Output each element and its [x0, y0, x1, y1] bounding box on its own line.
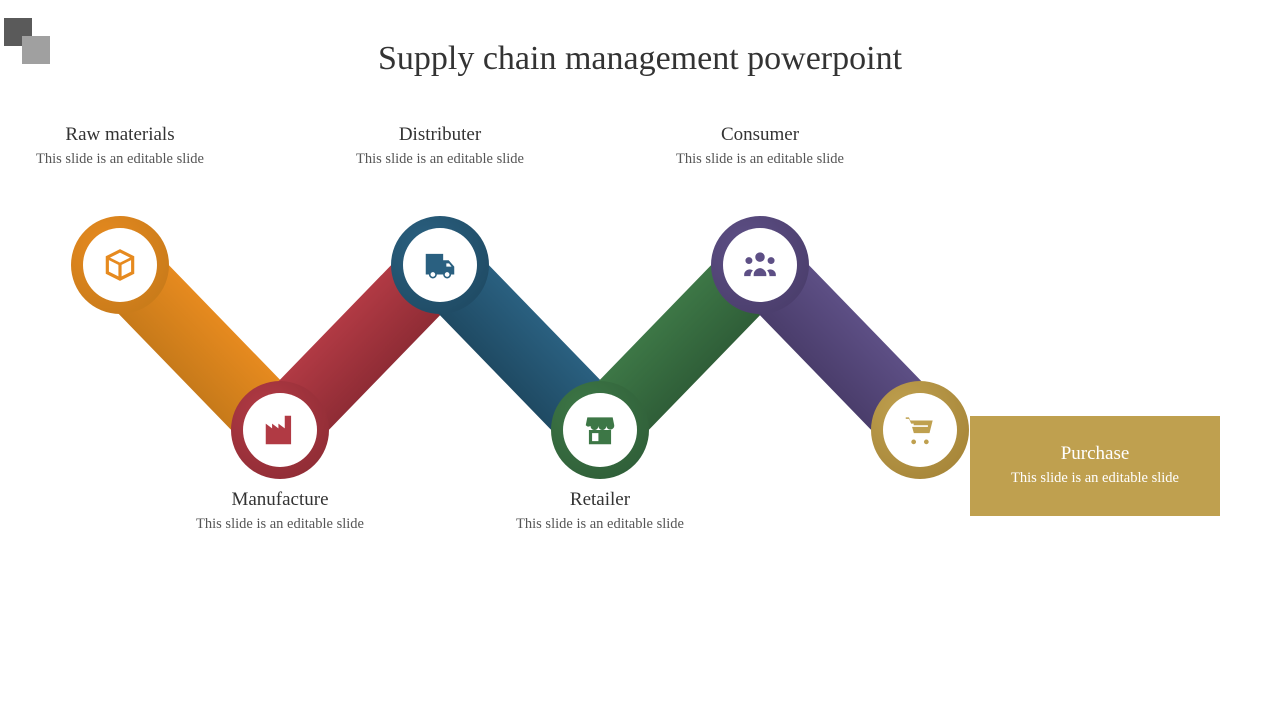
- step-desc: This slide is an editable slide: [350, 150, 530, 170]
- step-desc: This slide is an editable slide: [30, 150, 210, 170]
- step-desc: This slide is an editable slide: [510, 515, 690, 535]
- node-inner: [563, 393, 637, 467]
- node-retailer: [551, 381, 649, 479]
- factory-icon: [261, 411, 299, 449]
- node-inner: [883, 393, 957, 467]
- step-title: Retailer: [510, 489, 690, 511]
- step-title: Raw materials: [30, 124, 210, 146]
- node-inner: [243, 393, 317, 467]
- node-manufacture: [231, 381, 329, 479]
- supply-chain-diagram: Purchase This slide is an editable slide: [0, 120, 1280, 640]
- node-inner: [83, 228, 157, 302]
- node-inner: [723, 228, 797, 302]
- store-icon: [581, 411, 619, 449]
- slide-title: Supply chain management powerpoint: [0, 40, 1280, 78]
- cart-icon: [901, 411, 939, 449]
- box-icon: [101, 246, 139, 284]
- label-retailer: Retailer This slide is an editable slide: [510, 489, 690, 535]
- people-icon: [741, 246, 779, 284]
- node-raw-materials: [71, 216, 169, 314]
- step-desc: This slide is an editable slide: [670, 150, 850, 170]
- node-purchase: [871, 381, 969, 479]
- step-title: Consumer: [670, 124, 850, 146]
- purchase-desc: This slide is an editable slide: [1011, 469, 1179, 489]
- label-consumer: Consumer This slide is an editable slide: [670, 124, 850, 170]
- step-title: Distributer: [350, 124, 530, 146]
- label-manufacture: Manufacture This slide is an editable sl…: [190, 489, 370, 535]
- step-title: Manufacture: [190, 489, 370, 511]
- node-consumer: [711, 216, 809, 314]
- purchase-panel: Purchase This slide is an editable slide: [970, 416, 1220, 516]
- label-raw-materials: Raw materials This slide is an editable …: [30, 124, 210, 170]
- truck-icon: [421, 246, 459, 284]
- node-distributer: [391, 216, 489, 314]
- step-desc: This slide is an editable slide: [190, 515, 370, 535]
- label-distributer: Distributer This slide is an editable sl…: [350, 124, 530, 170]
- node-inner: [403, 228, 477, 302]
- purchase-label: Purchase: [1061, 443, 1130, 465]
